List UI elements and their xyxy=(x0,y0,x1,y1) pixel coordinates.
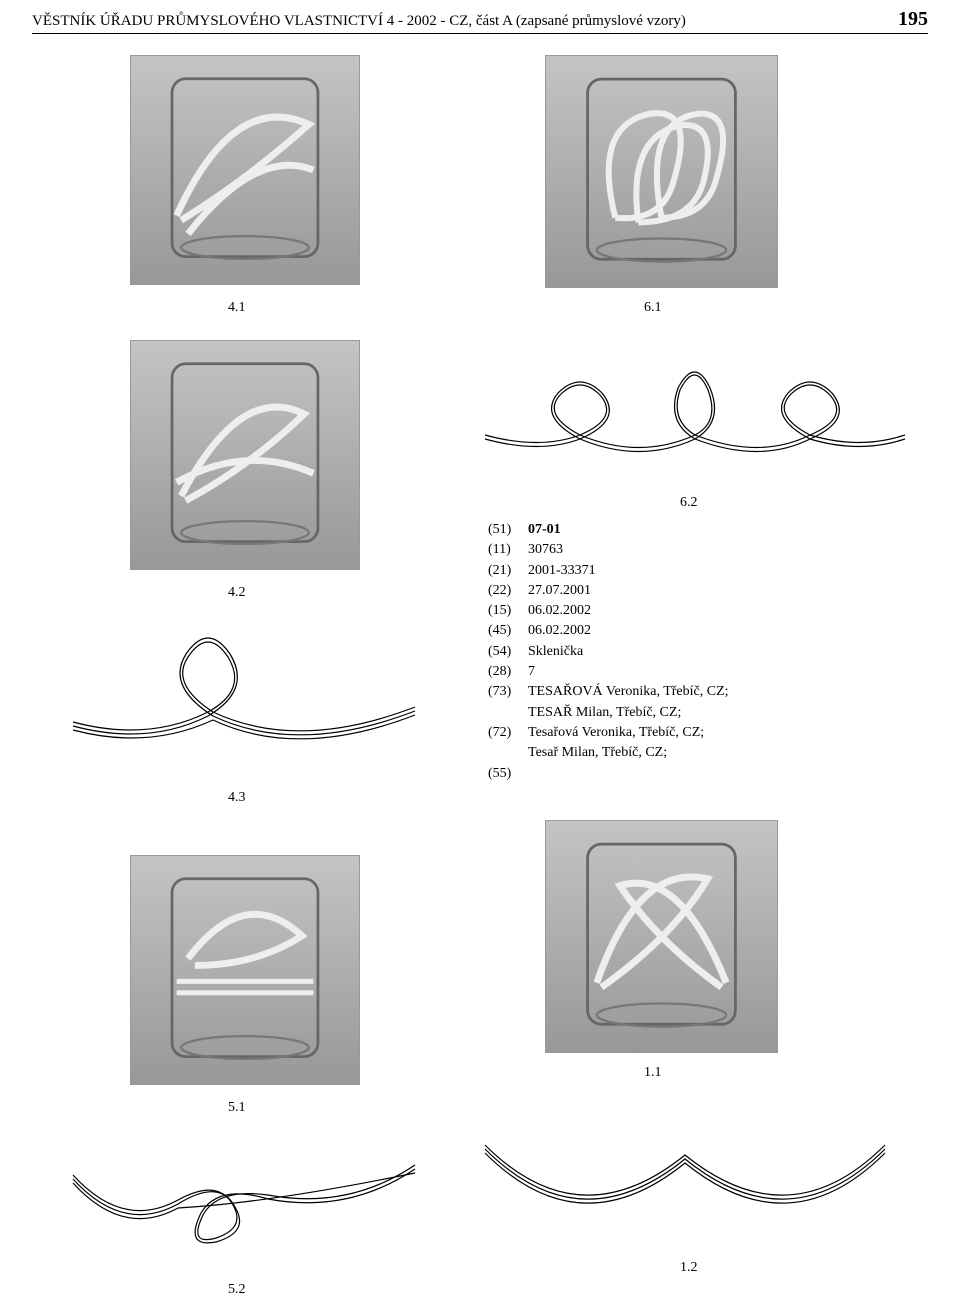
swirl-triple-icon xyxy=(480,340,910,480)
record-value: 06.02.2002 xyxy=(528,621,729,641)
record-row: TESAŘ Milan, Třebíč, CZ; xyxy=(488,703,729,723)
record-value: 27.07.2001 xyxy=(528,581,729,601)
record-row: Tesař Milan, Třebíč, CZ; xyxy=(488,743,729,763)
figure-6-2 xyxy=(480,340,910,480)
record-row: (21)2001-33371 xyxy=(488,561,729,581)
record-row: (22)27.07.2001 xyxy=(488,581,729,601)
figure-5-1-label: 5.1 xyxy=(228,1100,246,1116)
glass-crossleaf-icon xyxy=(546,821,777,1052)
record-value: TESAŘ Milan, Třebíč, CZ; xyxy=(528,703,729,723)
bulletin-title: VĚSTNÍK ÚŘADU PRŮMYSLOVÉHO VLASTNICTVÍ 4… xyxy=(32,13,686,30)
figure-4-3-label: 4.3 xyxy=(228,790,246,806)
record-row: (51)07-01 xyxy=(488,520,729,540)
record-code: (55) xyxy=(488,764,528,784)
record-value: 7 xyxy=(528,662,729,682)
v-curve-icon xyxy=(480,1110,890,1250)
figure-6-2-label: 6.2 xyxy=(680,495,698,511)
figure-4-1-label: 4.1 xyxy=(228,300,246,316)
record-code xyxy=(488,703,528,723)
figure-1-1-label: 1.1 xyxy=(644,1065,662,1081)
record-code: (22) xyxy=(488,581,528,601)
figure-5-2-label: 5.2 xyxy=(228,1282,246,1298)
figure-5-2 xyxy=(68,1120,420,1270)
record-code: (51) xyxy=(488,520,528,540)
record-value: 06.02.2002 xyxy=(528,601,729,621)
record-value xyxy=(528,764,729,784)
record-row: (54)Sklenička xyxy=(488,642,729,662)
swirl-double-icon xyxy=(68,1120,420,1270)
glass-leaf2-icon xyxy=(131,856,359,1084)
design-record: (51)07-01(11)30763(21)2001-33371(22)27.0… xyxy=(488,520,729,784)
figure-4-3 xyxy=(68,612,420,774)
page-number: 195 xyxy=(898,8,928,31)
record-value: Tesař Milan, Třebíč, CZ; xyxy=(528,743,729,763)
record-row: (15)06.02.2002 xyxy=(488,601,729,621)
record-row: (72)Tesařová Veronika, Třebíč, CZ; xyxy=(488,723,729,743)
figure-1-2-label: 1.2 xyxy=(680,1260,698,1276)
figure-6-1 xyxy=(545,55,778,288)
record-row: (45)06.02.2002 xyxy=(488,621,729,641)
record-row: (11)30763 xyxy=(488,540,729,560)
record-value: 2001-33371 xyxy=(528,561,729,581)
glass-triple-icon xyxy=(546,56,777,287)
record-value: 30763 xyxy=(528,540,729,560)
figure-1-1 xyxy=(545,820,778,1053)
record-code xyxy=(488,743,528,763)
record-code: (21) xyxy=(488,561,528,581)
record-code: (28) xyxy=(488,662,528,682)
figure-4-1 xyxy=(130,55,360,285)
record-value: 07-01 xyxy=(528,520,729,540)
record-code: (73) xyxy=(488,682,528,702)
record-code: (15) xyxy=(488,601,528,621)
figure-5-1 xyxy=(130,855,360,1085)
figure-4-2 xyxy=(130,340,360,570)
page-header: VĚSTNÍK ÚŘADU PRŮMYSLOVÉHO VLASTNICTVÍ 4… xyxy=(32,8,928,34)
record-row: (73)TESAŘOVÁ Veronika, Třebíč, CZ; xyxy=(488,682,729,702)
record-code: (54) xyxy=(488,642,528,662)
glass-leaf-icon xyxy=(131,341,359,569)
record-code: (45) xyxy=(488,621,528,641)
record-row: (28)7 xyxy=(488,662,729,682)
record-code: (11) xyxy=(488,540,528,560)
glass-leaf-icon xyxy=(131,56,359,284)
figure-4-2-label: 4.2 xyxy=(228,585,246,601)
swirl-single-icon xyxy=(68,612,420,774)
figure-1-2 xyxy=(480,1110,890,1250)
record-value: Tesařová Veronika, Třebíč, CZ; xyxy=(528,723,729,743)
record-code: (72) xyxy=(488,723,528,743)
figure-6-1-label: 6.1 xyxy=(644,300,662,316)
record-value: TESAŘOVÁ Veronika, Třebíč, CZ; xyxy=(528,682,729,702)
record-row: (55) xyxy=(488,764,729,784)
record-value: Sklenička xyxy=(528,642,729,662)
